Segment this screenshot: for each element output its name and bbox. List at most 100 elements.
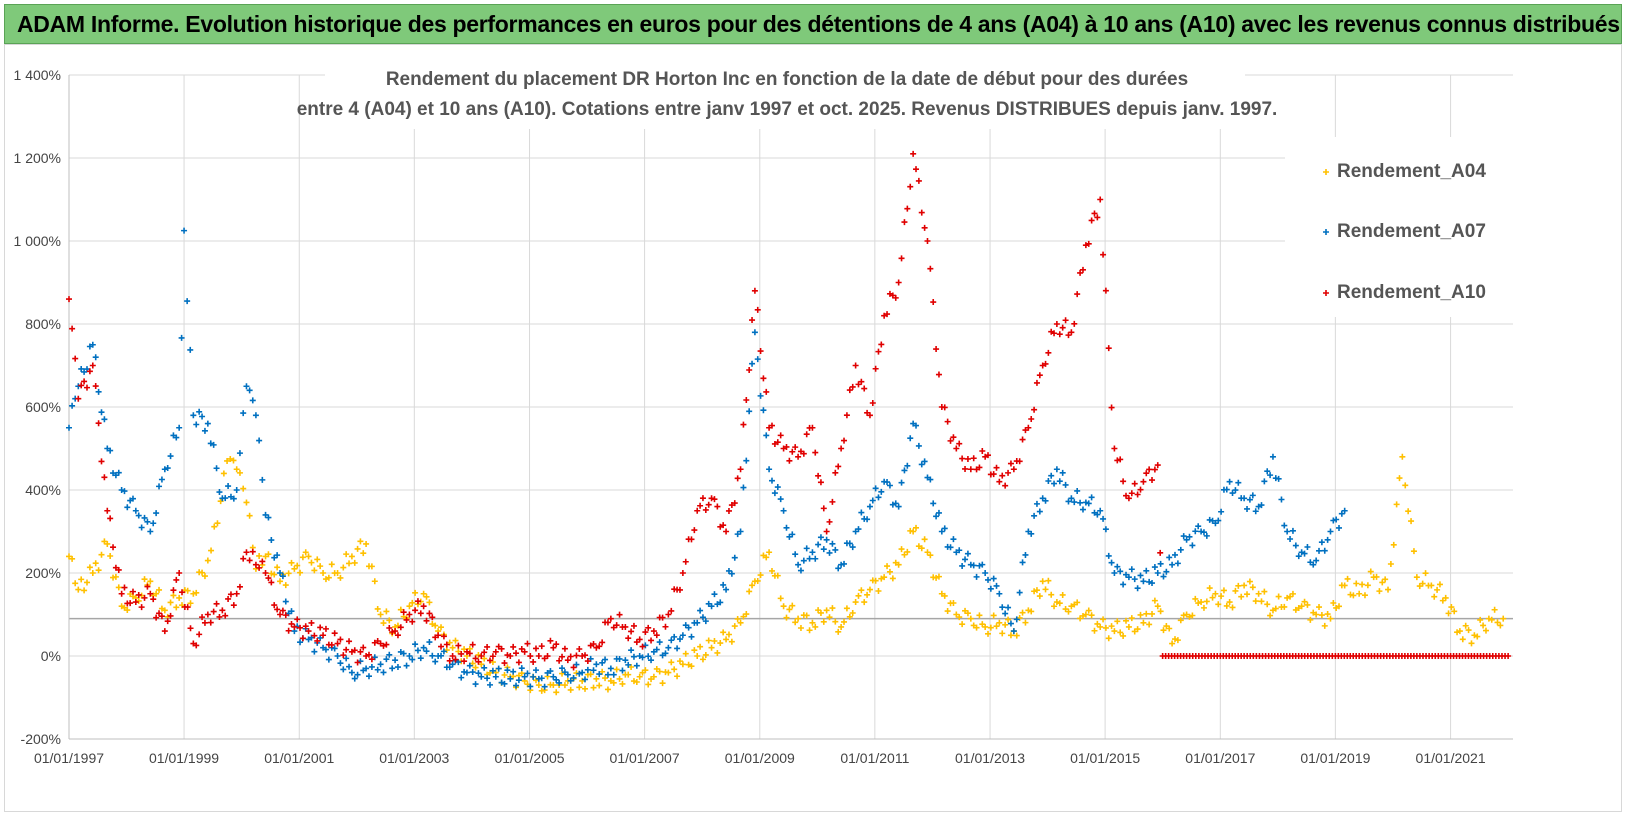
data-point [380, 620, 387, 627]
data-point [864, 591, 871, 598]
data-point [642, 667, 649, 674]
data-point [665, 644, 672, 651]
data-point [1183, 536, 1190, 543]
data-point [1491, 606, 1498, 613]
data-point [861, 385, 868, 392]
data-point [1079, 506, 1086, 513]
data-point [360, 550, 367, 557]
data-point [1091, 627, 1098, 634]
data-point [1013, 616, 1020, 623]
grid-layer [68, 74, 1513, 740]
data-point [817, 534, 824, 541]
data-point [1321, 547, 1328, 554]
data-point [1143, 567, 1150, 574]
legend-label-a07: Rendement_A07 [1337, 221, 1486, 242]
data-point [1249, 584, 1256, 591]
data-point [777, 496, 784, 503]
data-point [504, 667, 511, 674]
data-point [1163, 568, 1170, 575]
data-point [665, 669, 672, 676]
data-point [1028, 530, 1035, 537]
data-point [556, 679, 563, 686]
data-point [147, 528, 154, 535]
data-point [1056, 478, 1063, 485]
data-point [901, 551, 908, 558]
legend-label-a04: Rendement_A04 [1337, 161, 1486, 182]
data-point [141, 514, 148, 521]
data-point [1206, 516, 1213, 523]
data-point [633, 662, 640, 669]
data-point [268, 537, 275, 544]
data-point [507, 675, 514, 682]
series-a10 [66, 150, 1512, 671]
data-point [1318, 612, 1325, 619]
data-point [469, 669, 476, 676]
data-point [901, 219, 908, 226]
data-point [1338, 510, 1345, 517]
data-point [75, 395, 82, 402]
data-point [990, 612, 997, 619]
data-point [1465, 627, 1472, 634]
data-point [645, 653, 652, 660]
data-point [864, 516, 871, 523]
data-point [746, 408, 753, 415]
data-point [176, 424, 183, 431]
data-point [815, 541, 822, 548]
data-point [953, 445, 960, 452]
data-point [602, 656, 609, 663]
data-point [1053, 321, 1060, 327]
data-point [311, 567, 318, 574]
data-point [115, 469, 122, 476]
data-point [279, 573, 286, 580]
data-point [374, 605, 381, 612]
data-point [518, 665, 525, 672]
data-point [1350, 592, 1357, 599]
data-point [708, 495, 715, 502]
x-tick-label: 01/01/1999 [149, 750, 219, 766]
data-point [138, 604, 145, 611]
data-point [662, 623, 669, 630]
y-tick-label: 800% [25, 316, 61, 332]
data-point [795, 561, 802, 568]
data-point [841, 560, 848, 567]
data-point [222, 612, 229, 619]
data-point [294, 562, 301, 569]
data-point [668, 659, 675, 666]
data-point [878, 341, 885, 348]
data-point [964, 550, 971, 557]
data-point [1154, 570, 1161, 576]
data-point [604, 671, 611, 678]
data-point [1140, 478, 1147, 485]
data-point [268, 570, 275, 577]
data-point [233, 590, 240, 597]
data-point [674, 645, 681, 652]
data-point [262, 570, 269, 576]
data-point [1010, 628, 1017, 635]
data-point [567, 686, 574, 693]
data-point [809, 424, 816, 431]
data-point [846, 613, 853, 620]
data-point [196, 408, 203, 415]
data-point [1451, 608, 1458, 615]
data-point [475, 670, 482, 677]
data-point [1085, 240, 1092, 247]
data-point [820, 546, 827, 553]
data-point [1327, 615, 1334, 622]
data-point [1071, 499, 1078, 506]
data-point [1074, 487, 1081, 494]
data-point [582, 685, 589, 692]
data-point [731, 554, 738, 561]
data-point [625, 661, 632, 668]
data-point [1316, 547, 1323, 554]
data-point [271, 602, 278, 609]
data-point [478, 653, 485, 659]
data-point [1088, 494, 1095, 501]
banner-title: ADAM Informe. Evolution historique des p… [17, 10, 1620, 37]
data-point [933, 346, 940, 353]
data-point [1074, 599, 1081, 606]
data-point [351, 559, 358, 566]
data-point [1022, 551, 1029, 558]
data-point [766, 549, 773, 556]
data-point [158, 476, 165, 483]
data-point [774, 439, 781, 446]
